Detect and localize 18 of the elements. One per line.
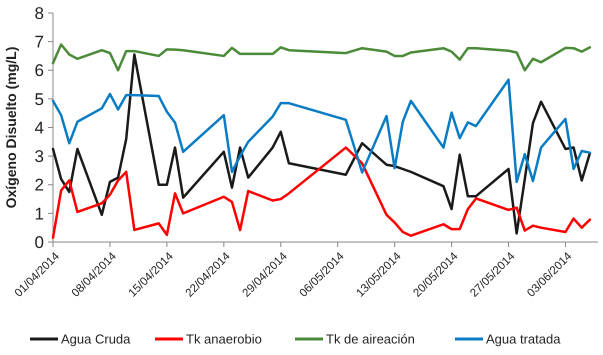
y-tick-label: 5 <box>34 90 44 109</box>
line-series <box>52 43 592 72</box>
y-tick-label: 6 <box>34 61 44 80</box>
legend-label: Tk de aireación <box>326 332 415 347</box>
line-series <box>52 78 592 184</box>
y-tick-label: 4 <box>34 118 44 138</box>
y-tick-label: 3 <box>34 147 44 166</box>
legend-label: Agua tratada <box>486 332 562 347</box>
y-tick-label: 2 <box>34 176 44 195</box>
legend-label: Tk anaerobio <box>186 332 262 347</box>
y-tick-label: 1 <box>34 204 44 224</box>
line-series <box>52 146 592 239</box>
y-tick-label: 8 <box>34 4 44 23</box>
line-series <box>52 53 592 235</box>
legend-label: Agua Cruda <box>61 332 132 347</box>
y-axis-title: Oxígeno Disuelto (mg/L) <box>3 46 19 208</box>
y-tick-label: 7 <box>34 32 44 52</box>
y-tick-label: 0 <box>34 232 44 252</box>
